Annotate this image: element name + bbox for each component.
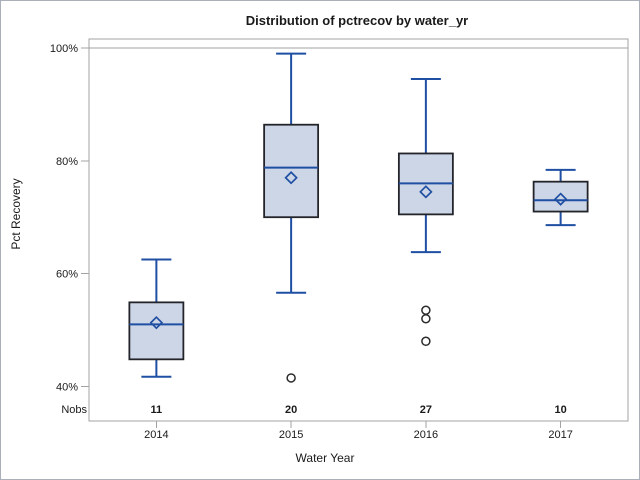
outlier-marker <box>421 305 431 316</box>
box-2015 <box>263 123 320 219</box>
x-tick-label: 2016 <box>414 429 438 441</box>
mean-diamond-icon <box>553 192 568 206</box>
x-axis-label: Water Year <box>296 451 355 465</box>
y-tick-label: 100% <box>50 43 78 55</box>
y-axis-label: Pct Recovery <box>9 178 23 249</box>
nobs-value: 10 <box>555 404 567 416</box>
x-tick-label: 2014 <box>144 429 168 441</box>
mean-diamond-icon <box>149 315 164 330</box>
mean-diamond-icon <box>419 185 433 199</box>
y-tick-label: 40% <box>56 381 78 393</box>
chart-title: Distribution of pctrecov by water_yr <box>246 13 469 28</box>
outlier-marker <box>421 336 431 347</box>
nobs-value: 11 <box>151 404 163 416</box>
y-tick-label: 80% <box>56 156 78 168</box>
y-tick-label: 60% <box>56 269 78 281</box>
outlier-marker <box>421 313 431 324</box>
mean-diamond-icon <box>284 171 298 185</box>
nobs-value: 27 <box>420 404 432 416</box>
plot-frame <box>88 38 629 422</box>
outlier-marker <box>286 373 296 383</box>
plot-content: 40% 60% 80% 100% 2014 11 2015 20 2016 27 2017 10 <box>50 43 628 441</box>
x-tick-label: 2015 <box>279 429 303 441</box>
nobs-row-label: Nobs <box>61 404 87 416</box>
nobs-value: 20 <box>285 404 297 416</box>
box-2014 <box>128 301 185 361</box>
box-2017 <box>532 180 589 213</box>
x-tick-label: 2017 <box>548 429 572 441</box>
